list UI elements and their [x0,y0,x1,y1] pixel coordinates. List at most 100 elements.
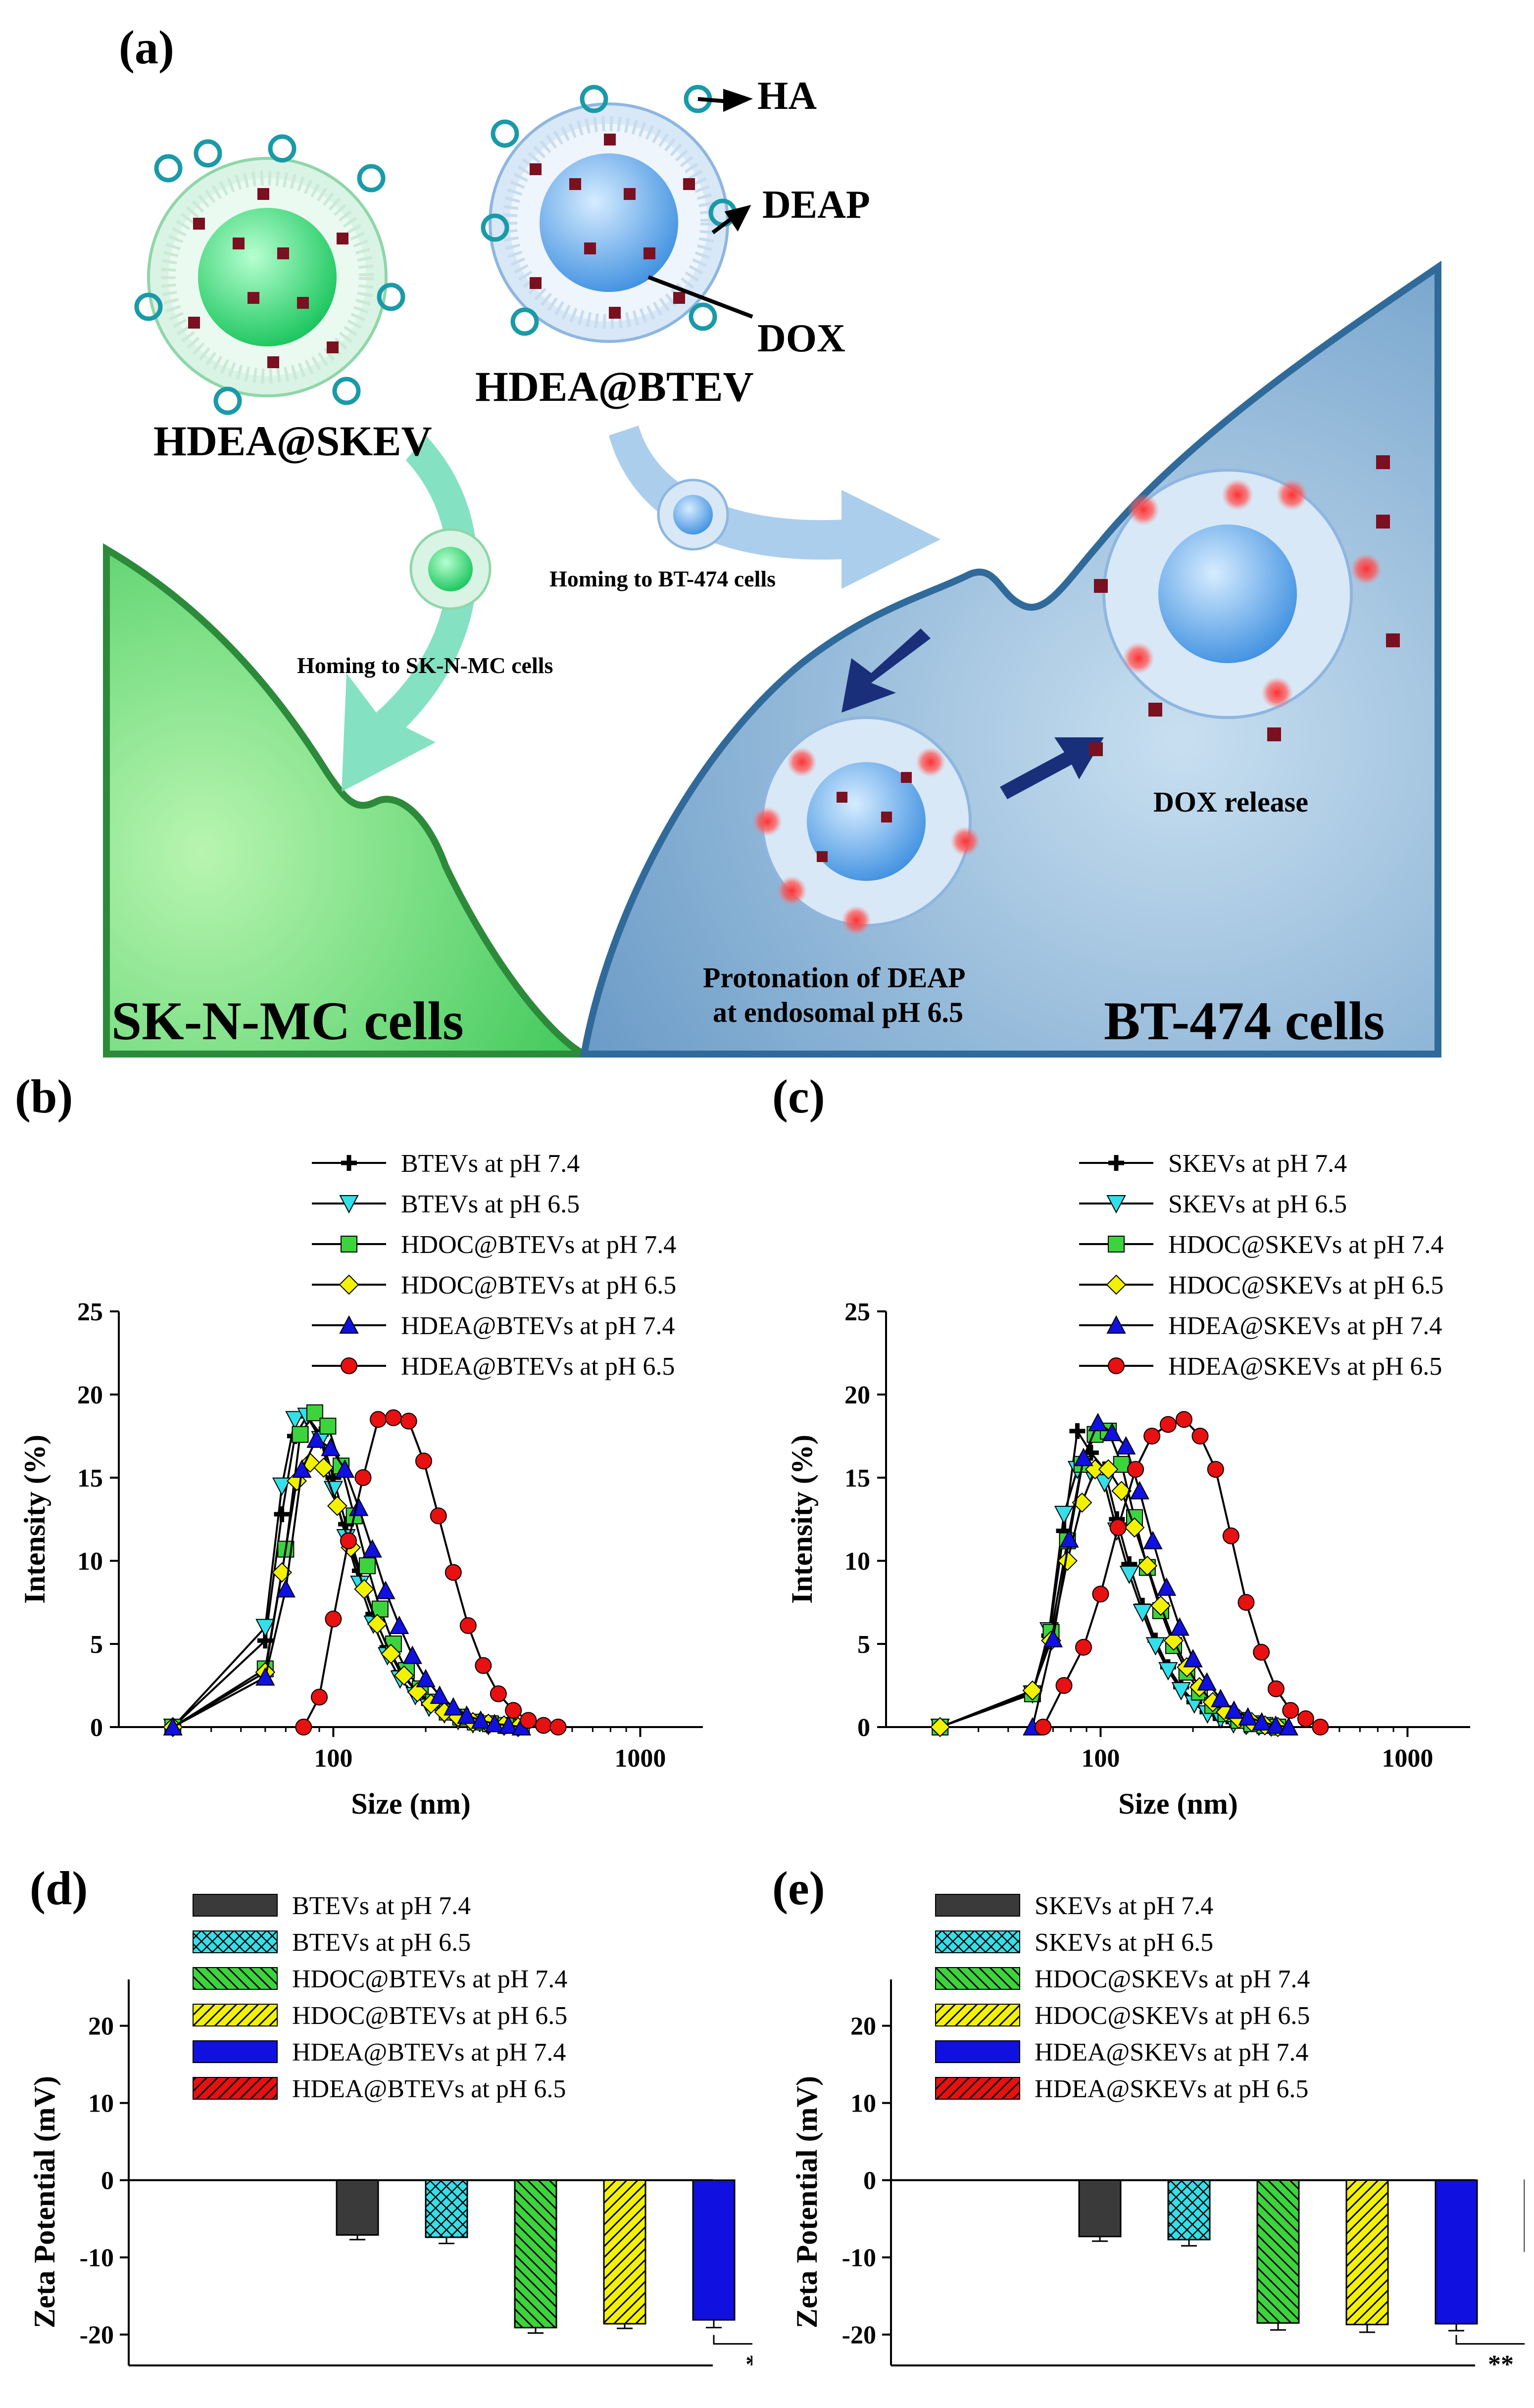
data-point [1075,1638,1092,1656]
x-axis-label: Size (nm) [351,1787,471,1820]
dls-chart-btev: 0 5 10 15 20 25 100 1000 Size (nm) Intensity (%) B… [18,1150,703,1820]
data-point [1124,1517,1145,1538]
x-axis-label: Size (nm) [1118,1787,1238,1820]
data-point [1035,1719,1052,1735]
label-dox: DOX [757,317,845,360]
label-dox-release: DOX release [1153,786,1308,818]
data-point [1143,1531,1163,1549]
y-tick-label: 0 [863,2167,876,2195]
legend-label: HDOC@BTEVs at pH 7.4 [401,1231,676,1259]
legend-label: HDEA@BTEVs at pH 7.4 [292,2038,566,2067]
legend-entry: HDEA@SKEVs at pH 7.4 [1079,1312,1442,1340]
data-point [323,1481,344,1499]
annotation-pointers [647,89,753,319]
legend-entry: SKEVs at pH 7.4 [935,1892,1213,1920]
data-point [1158,1662,1178,1681]
panel-label-b: (b) [15,1070,73,1123]
legend-entry: SKEVs at pH 7.4 [1079,1150,1347,1178]
legend-swatch [193,1930,278,1953]
legend-marker [1106,1195,1126,1214]
data-point [1150,1595,1171,1616]
data-point [459,1617,477,1635]
y-tick-label: 5 [90,1631,103,1659]
y-tick-label: -20 [842,2321,876,2350]
release-arrow [1000,737,1104,799]
y-axis-label: Zeta Potential (mV) [28,2076,61,2328]
y-tick-label: 20 [88,2013,114,2041]
data-point [1088,1412,1108,1432]
legend-entry: HDEA@BTEVs at pH 7.4 [193,2038,566,2067]
bar [336,2179,379,2236]
series-4 [1023,1412,1299,1735]
legend-marker [1106,1274,1127,1295]
legend-marker [339,1274,359,1295]
data-point [505,1702,522,1719]
data-point [498,1715,518,1734]
data-point [1252,1712,1272,1731]
legend-entry: BTEVs at pH 7.4 [312,1150,580,1178]
y-tick-label: 20 [844,1381,870,1409]
data-point [1059,1529,1079,1548]
legend-entry: HDOC@SKEVs at pH 7.4 [935,1965,1310,1993]
bracket-line [1455,2335,1525,2345]
y-tick-label: 10 [88,2090,114,2118]
label-protonation-2: at endosomal pH 6.5 [713,996,963,1028]
series-2 [164,1404,530,1735]
data-point [485,1714,504,1733]
legend-label: SKEVs at pH 7.4 [1168,1150,1347,1178]
significance-label: ** [745,2350,752,2378]
data-point [1137,1555,1158,1576]
legend-entry: HDEA@BTEVs at pH 6.5 [312,1352,675,1381]
legend-swatch [935,1894,1020,1917]
data-point [1211,1688,1231,1707]
data-point [381,1643,401,1664]
schematic-diagram: HA DEAP DOX HDEA@SKEV HDEA@BTEV Homing t… [103,74,1441,1058]
y-tick-label: 10 [844,1547,870,1576]
data-point [369,1411,387,1428]
data-point [362,1539,382,1558]
y-tick-label: -20 [80,2321,114,2350]
data-point [416,1669,436,1687]
data-point [402,1645,422,1664]
legend-swatch [935,1967,1020,1990]
x-tick-label: 100 [1081,1744,1120,1773]
series-3 [162,1452,529,1737]
legend-label: HDEA@BTEVs at pH 6.5 [292,2075,566,2103]
bar [1345,2179,1389,2325]
data-point [1098,1459,1119,1480]
panel-label-a: (a) [119,21,174,74]
y-tick-label: 25 [844,1298,870,1326]
homing-arrow-bt [609,426,940,589]
data-point [321,1438,341,1456]
legend-entry: HDOC@BTEVs at pH 6.5 [312,1271,676,1300]
data-point [285,1411,305,1430]
panel-label-c: (c) [772,1070,825,1123]
data-point [1069,1423,1086,1439]
data-point [1111,1481,1132,1501]
hdea-btev-vesicle [481,85,737,343]
data-point [1127,1461,1144,1478]
legend-swatch [193,1967,278,1990]
legend-label: HDEA@BTEVs at pH 7.4 [401,1312,675,1340]
series-4 [163,1429,532,1735]
legend-swatch [193,2077,278,2100]
bar [1435,2179,1478,2325]
data-point [1054,1505,1074,1525]
legend-entry: SKEVs at pH 6.5 [1079,1190,1347,1218]
sk-n-mc-cell [103,543,586,1058]
small-skev-vesicle [409,528,492,610]
y-tick-label: 0 [101,2167,114,2195]
bar [1256,2179,1300,2324]
data-point [1156,1577,1177,1596]
data-point [1119,1565,1139,1585]
legend-entry: HDOC@BTEVs at pH 7.4 [193,1965,567,1993]
data-point [1043,1629,1063,1647]
data-point [457,1705,477,1724]
protonated-vesicle [752,716,980,935]
panel-label-e: (e) [772,1862,825,1915]
data-point [1159,1416,1177,1433]
x-tick-label: 1000 [1382,1744,1433,1773]
data-point [327,1495,347,1516]
legend-marker [339,1195,359,1214]
data-point [340,1532,357,1549]
